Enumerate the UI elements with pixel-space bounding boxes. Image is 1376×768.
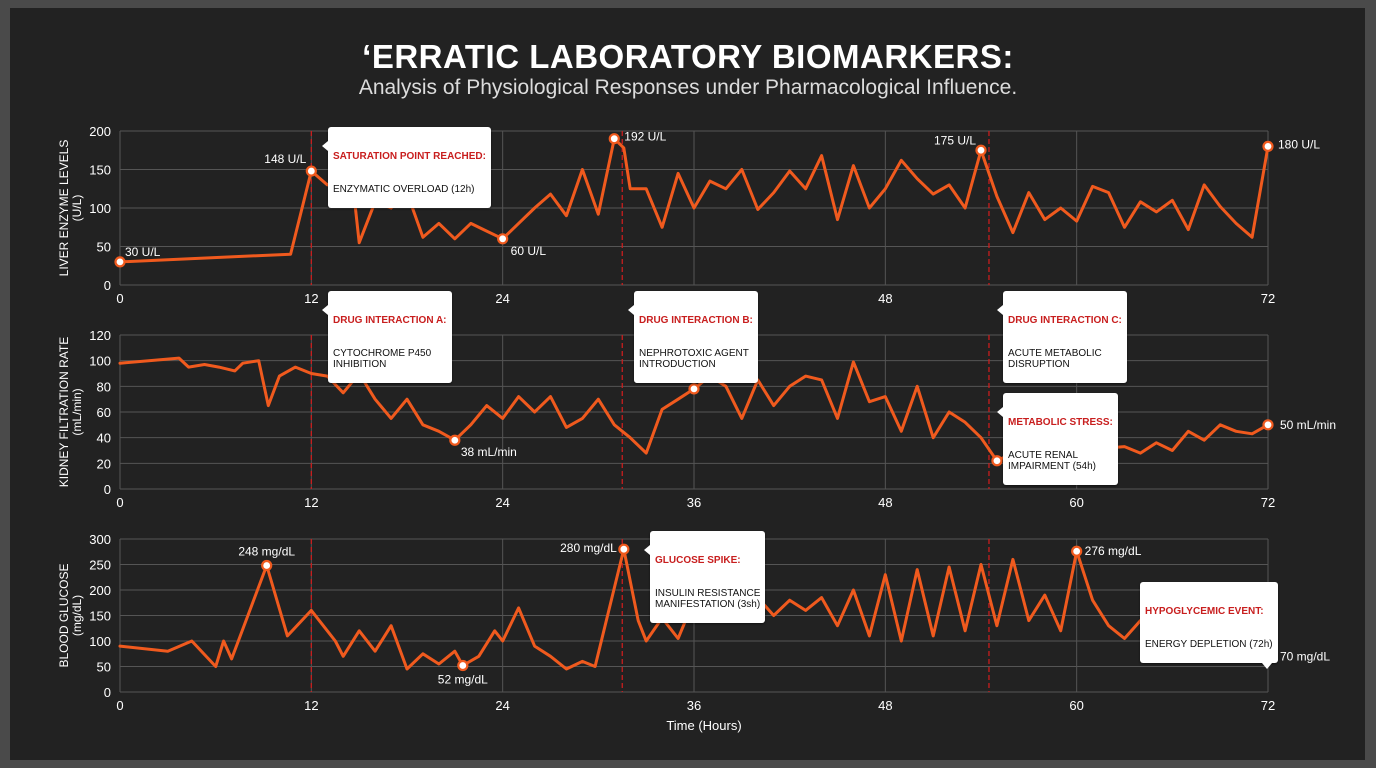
y-tick-label: 200	[89, 124, 111, 139]
data-point-label: 248 mg/dL	[238, 545, 295, 559]
x-tick-label: 12	[304, 495, 318, 510]
data-point-marker	[975, 144, 987, 156]
data-point-label: 276 mg/dL	[1085, 544, 1142, 558]
y-axis-label: KIDNEY FILTRATION RATE(mL/min)	[57, 337, 84, 487]
annotation-glucose-spike-heading: GLUCOSE SPIKE:	[655, 555, 741, 566]
series-line	[118, 137, 1270, 264]
x-tick-label: 12	[304, 291, 318, 306]
data-point-marker	[1071, 545, 1083, 557]
y-tick-label: 0	[104, 482, 111, 497]
y-tick-label: 100	[89, 634, 111, 649]
data-point-marker	[1262, 140, 1274, 152]
annotation-drug-a-text: CYTOCHROME P450 INHIBITION	[333, 348, 432, 370]
x-tick-label: 48	[878, 698, 892, 713]
data-point-label: 180 U/L	[1278, 137, 1320, 151]
y-tick-label: 250	[89, 558, 111, 573]
annotation-drug-c-heading: DRUG INTERACTION C:	[1008, 315, 1122, 326]
x-tick-label: 0	[116, 698, 123, 713]
data-point-marker	[497, 233, 509, 245]
x-tick-label: 60	[1069, 495, 1083, 510]
annotation-drug-b-text: NEPHROTOXIC AGENT INTRODUCTION	[639, 348, 749, 370]
annotation-drug-c: DRUG INTERACTION C: ACUTE METABOLIC DISR…	[997, 291, 1127, 383]
x-tick-label: 72	[1261, 698, 1275, 713]
x-tick-label: 0	[116, 291, 123, 306]
data-point-label: 60 U/L	[511, 244, 547, 258]
x-tick-label: 24	[495, 698, 509, 713]
data-point-marker	[688, 383, 700, 395]
y-tick-label: 150	[89, 609, 111, 624]
annotation-saturation-text: ENZYMATIC OVERLOAD (12h)	[333, 184, 475, 195]
chart-subtitle: Analysis of Physiological Responses unde…	[358, 76, 1018, 99]
annotation-drug-b-heading: DRUG INTERACTION B:	[639, 315, 753, 326]
chart-title: ‘ERRATIC LABORATORY BIOMARKERS:	[362, 38, 1014, 75]
data-point-marker	[449, 434, 461, 446]
data-point-label: 70 mg/dL	[1280, 649, 1330, 663]
y-tick-label: 50	[97, 660, 111, 675]
data-point-marker	[305, 165, 317, 177]
y-tick-label: 150	[89, 163, 111, 178]
y-tick-label: 20	[97, 456, 111, 471]
annotation-saturation: SATURATION POINT REACHED: ENZYMATIC OVER…	[322, 127, 491, 208]
annotation-drug-a: DRUG INTERACTION A: CYTOCHROME P450 INHI…	[322, 291, 452, 383]
data-point-marker	[457, 659, 469, 672]
annotation-metabolic-stress: METABOLIC STRESS: ACUTE RENAL IMPAIRMENT…	[997, 393, 1118, 485]
x-tick-label: 36	[687, 495, 701, 510]
data-point-label: 175 U/L	[934, 133, 976, 147]
data-point-marker	[1262, 419, 1274, 431]
y-tick-label: 50	[97, 240, 111, 255]
x-tick-label: 48	[878, 495, 892, 510]
y-tick-label: 40	[97, 431, 111, 446]
data-point-label: 148 U/L	[264, 152, 306, 166]
data-point-marker	[261, 559, 273, 572]
data-point-label: 192 U/L	[624, 130, 666, 144]
x-tick-label: 0	[116, 495, 123, 510]
annotation-drug-c-text: ACUTE METABOLIC DISRUPTION	[1008, 348, 1102, 370]
x-tick-label: 24	[495, 495, 509, 510]
data-point-label: 38 mL/min	[461, 445, 517, 459]
data-point-label: 30 U/L	[125, 245, 161, 259]
y-tick-label: 300	[89, 532, 111, 547]
annotation-hypoglycemic-text: ENERGY DEPLETION (72h)	[1145, 639, 1273, 650]
x-axis-label: Time (Hours)	[666, 718, 741, 733]
y-tick-label: 100	[89, 354, 111, 369]
data-point-label: 280 mg/dL	[560, 541, 617, 555]
annotation-saturation-heading: SATURATION POINT REACHED:	[333, 151, 486, 162]
x-tick-label: 72	[1261, 291, 1275, 306]
data-point-label: 52 mg/dL	[438, 672, 488, 686]
data-point-marker	[991, 455, 1003, 467]
y-tick-label: 0	[104, 685, 111, 700]
annotation-drug-b: DRUG INTERACTION B: NEPHROTOXIC AGENT IN…	[628, 291, 758, 383]
annotation-glucose-spike-text: INSULIN RESISTANCE MANIFESTATION (3sh)	[655, 588, 761, 610]
y-axis-label: BLOOD GLUCOSE(mg/dL)	[57, 563, 84, 667]
data-point-marker	[618, 543, 630, 555]
x-tick-label: 24	[495, 291, 509, 306]
y-tick-label: 120	[89, 328, 111, 343]
annotation-metabolic-stress-text: ACUTE RENAL IMPAIRMENT (54h)	[1008, 450, 1096, 472]
y-axis-label: LIVER ENZYME LEVELS(U/L)	[57, 140, 84, 277]
annotation-hypoglycemic: HYPOGLYCEMIC EVENT: ENERGY DEPLETION (72…	[1140, 582, 1278, 669]
chart-frame	[10, 8, 1365, 760]
y-tick-label: 60	[97, 405, 111, 420]
x-tick-label: 48	[878, 291, 892, 306]
y-tick-label: 100	[89, 201, 111, 216]
x-tick-label: 36	[687, 698, 701, 713]
y-tick-label: 80	[97, 379, 111, 394]
x-tick-label: 60	[1069, 698, 1083, 713]
annotation-glucose-spike: GLUCOSE SPIKE: INSULIN RESISTANCE MANIFE…	[643, 531, 766, 623]
x-tick-label: 12	[304, 698, 318, 713]
data-point-marker	[114, 256, 126, 268]
x-tick-label: 72	[1261, 495, 1275, 510]
annotation-metabolic-stress-heading: METABOLIC STRESS:	[1008, 417, 1113, 428]
annotation-drug-a-heading: DRUG INTERACTION A:	[333, 315, 447, 326]
annotation-hypoglycemic-heading: HYPOGLYCEMIC EVENT:	[1145, 606, 1264, 617]
data-point-marker	[608, 133, 620, 145]
y-tick-label: 200	[89, 583, 111, 598]
data-point-label: 50 mL/min	[1280, 418, 1336, 432]
y-tick-label: 0	[104, 278, 111, 293]
